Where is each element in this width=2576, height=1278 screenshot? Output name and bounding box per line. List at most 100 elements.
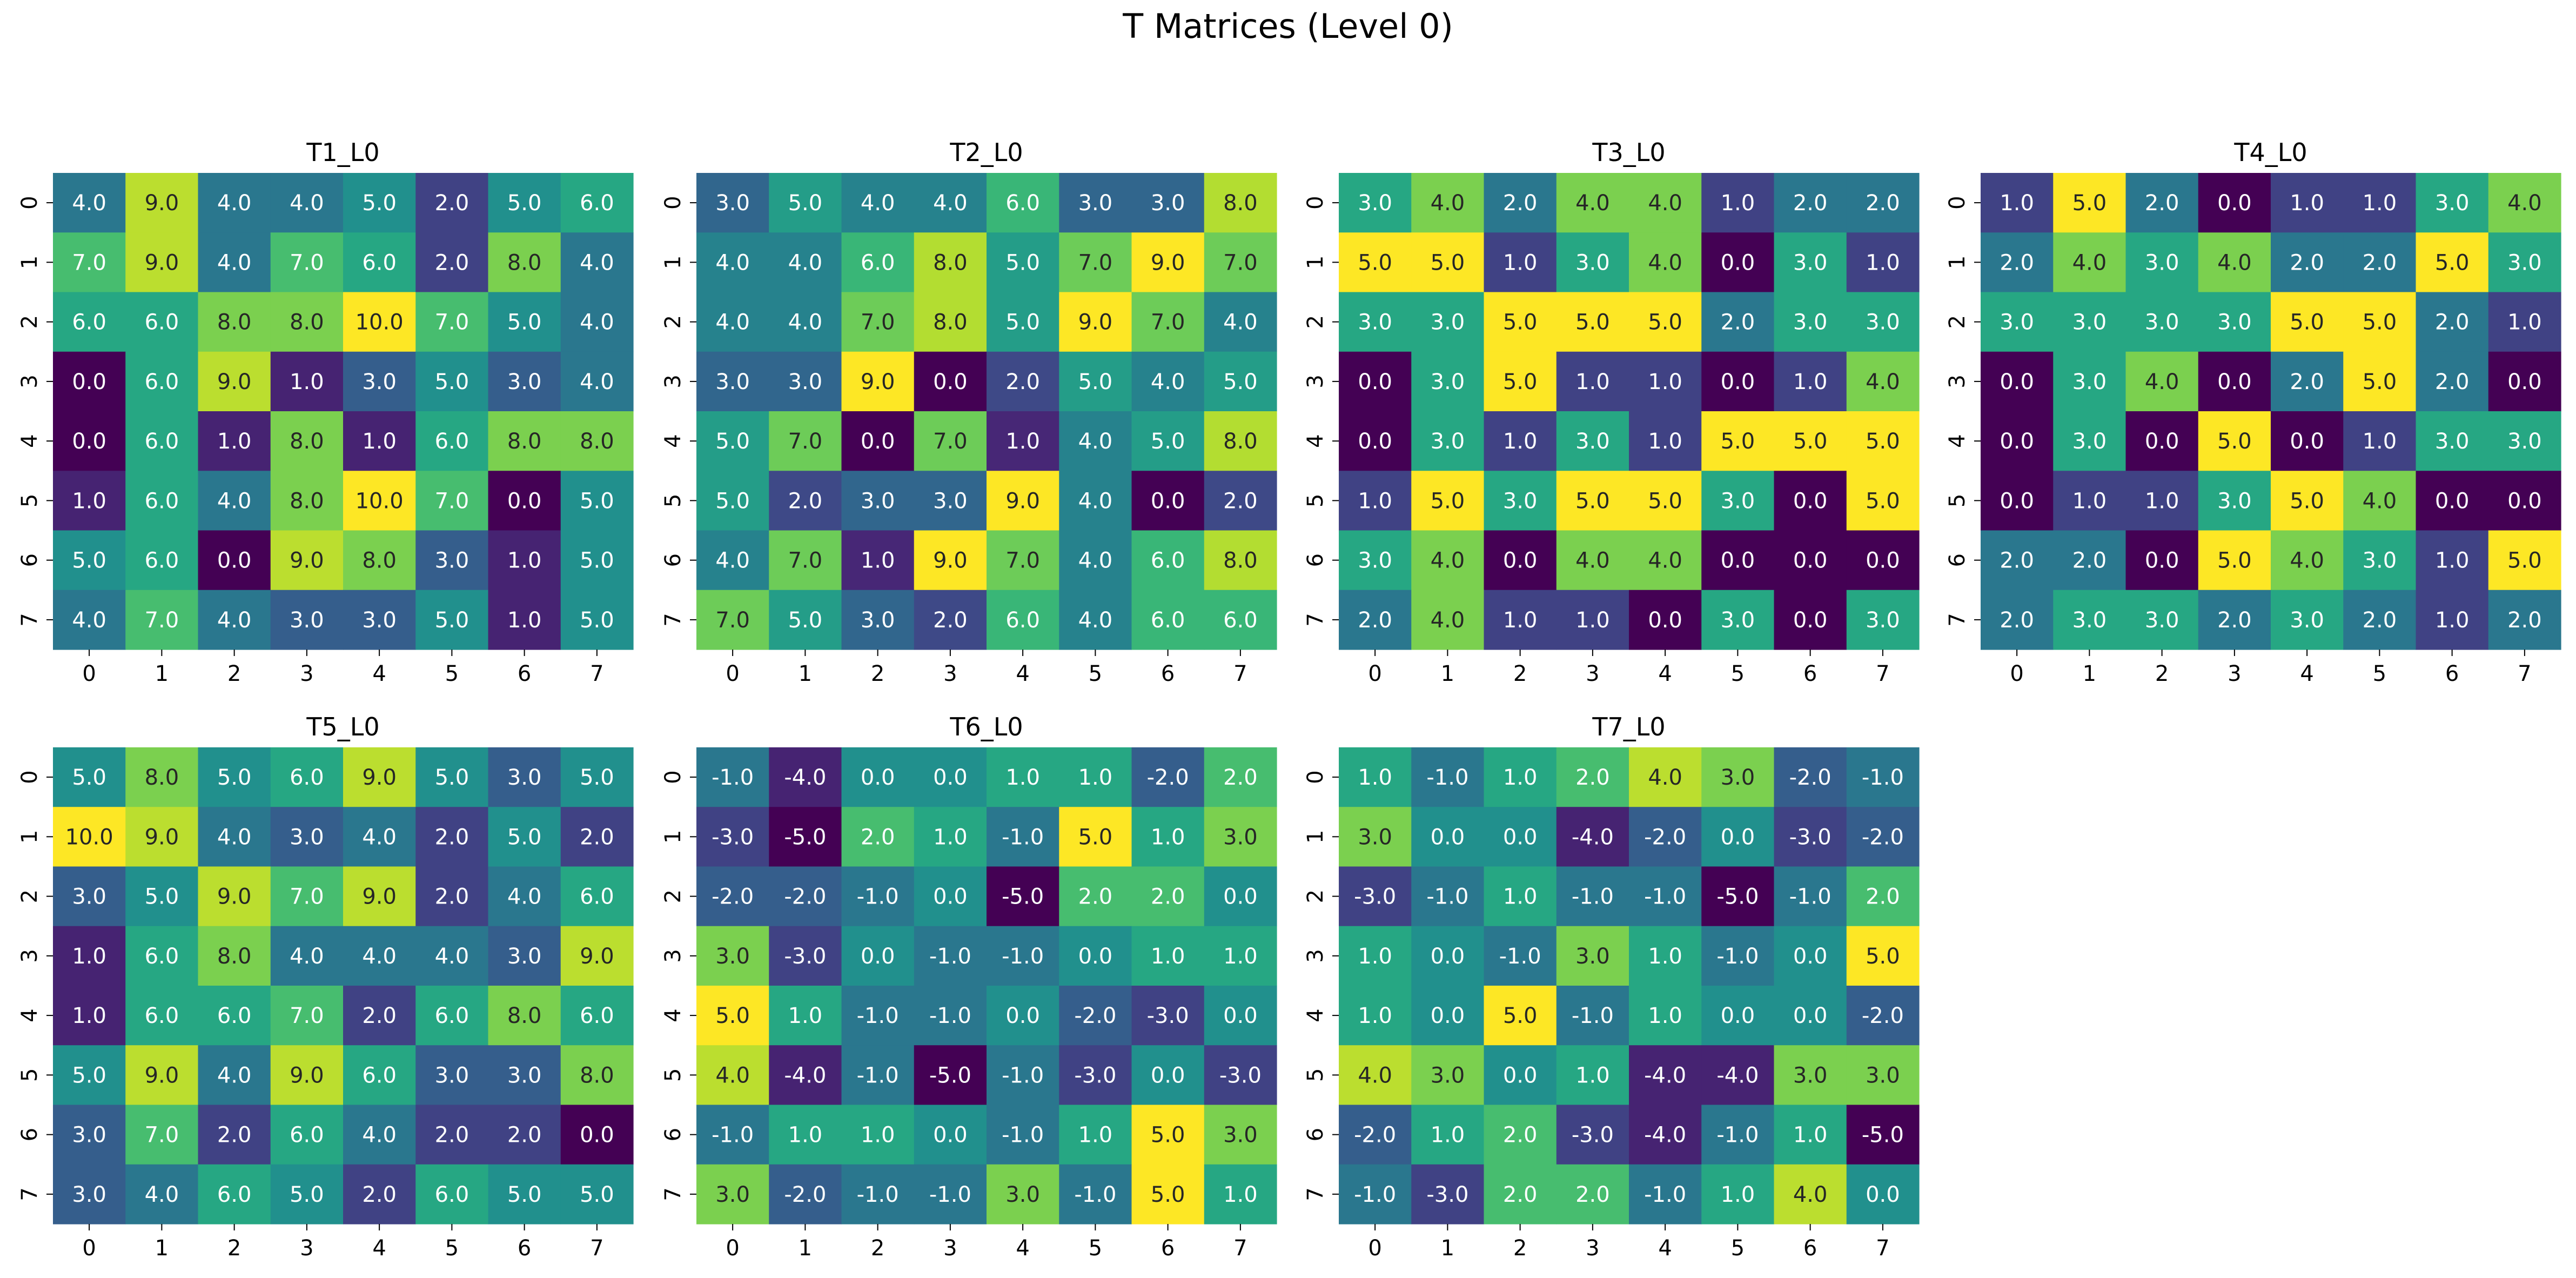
cell-value-label: 6.0 (362, 1063, 397, 1088)
cell-value-label: 0.0 (861, 944, 895, 969)
heatmap-cell (696, 232, 769, 293)
cell-value-label: 1.0 (1503, 429, 1538, 454)
cell-value-label: 1.0 (933, 825, 968, 849)
cell-value-label: 4.0 (1648, 548, 1682, 573)
cell-value-label: 3.0 (1223, 1123, 1258, 1148)
heatmap-cell (415, 173, 489, 233)
x-tick-label: 5 (1731, 661, 1745, 686)
heatmap-cell (125, 866, 199, 927)
heatmap-cell (769, 292, 842, 352)
cell-value-label: 4.0 (2507, 191, 2542, 216)
y-tick-label: 5 (1303, 1068, 1328, 1082)
cell-value-label: 6.0 (435, 429, 469, 454)
cell-value-label: 5.0 (507, 191, 542, 216)
cell-value-label: 3.0 (1721, 765, 1755, 790)
cell-value-label: 1.0 (1648, 429, 1682, 454)
cell-value-label: 4.0 (2363, 489, 2397, 513)
heatmap-cell (987, 807, 1059, 867)
heatmap-cell (1774, 1045, 1847, 1106)
heatmap-cell (769, 866, 842, 927)
heatmap-cell (1484, 590, 1557, 650)
cell-value-label: 1.0 (1005, 429, 1040, 454)
cell-value-label: 3.0 (435, 1063, 469, 1088)
cell-value-label: -1.0 (1862, 765, 1904, 790)
x-tick-label: 7 (1233, 1236, 1247, 1261)
cell-value-label: -3.0 (1147, 1003, 1189, 1028)
heatmap-cell (1204, 1105, 1277, 1165)
cell-value-label: 4.0 (1358, 1063, 1392, 1088)
cell-value-label: 3.0 (1151, 191, 1185, 216)
cell-value-label: -1.0 (1644, 885, 1686, 909)
heatmap-cell (914, 747, 987, 807)
cell-value-label: -2.0 (1789, 765, 1832, 790)
heatmap-cell (1629, 232, 1702, 293)
cell-value-label: -5.0 (929, 1063, 971, 1088)
cell-value-label: 2.0 (2435, 310, 2470, 335)
heatmap-cell (560, 866, 634, 927)
y-tick-label: 1 (1945, 256, 1970, 269)
heatmap-cell (841, 292, 915, 352)
heatmap-cell (769, 807, 842, 867)
cell-value-label: 5.0 (1431, 250, 1465, 275)
cell-value-label: 5.0 (1078, 370, 1113, 394)
cell-value-label: 1.0 (788, 1123, 823, 1148)
heatmap-cell (125, 1164, 199, 1225)
x-tick-label: 1 (1441, 1236, 1454, 1261)
heatmap-cell (914, 986, 987, 1046)
heatmap-cell (914, 866, 987, 927)
heatmap-cell (343, 173, 416, 233)
cell-value-label: 8.0 (217, 310, 252, 335)
cell-value-label: 0.0 (1503, 548, 1538, 573)
heatmap-cell (270, 926, 344, 986)
x-tick-label: 1 (2083, 661, 2096, 686)
x-tick-label: 4 (2300, 661, 2313, 686)
cell-value-label: 7.0 (788, 548, 823, 573)
x-tick-label: 2 (1513, 661, 1527, 686)
cell-value-label: 1.0 (861, 1123, 895, 1148)
heatmap-cell (2488, 590, 2561, 650)
cell-value-label: 4.0 (217, 250, 252, 275)
cell-value-label: 4.0 (1078, 429, 1113, 454)
heatmap-cell (488, 351, 561, 412)
cell-value-label: 4.0 (1648, 191, 1682, 216)
cell-value-label: 4.0 (217, 608, 252, 633)
heatmap-cell (1131, 471, 1205, 531)
heatmap-cell (1339, 807, 1412, 867)
cell-value-label: 0.0 (1793, 944, 1828, 969)
heatmap-cell (125, 351, 199, 412)
cell-value-label: 3.0 (1503, 489, 1538, 513)
cell-value-label: 0.0 (861, 429, 895, 454)
cell-value-label: -5.0 (784, 825, 826, 849)
heatmap-cell (2416, 471, 2489, 531)
heatmap-cell (1701, 986, 1775, 1046)
cell-value-label: -1.0 (1074, 1182, 1116, 1207)
heatmap-cell (1846, 351, 1920, 412)
cell-value-label: -5.0 (1716, 885, 1759, 909)
cell-value-label: 4.0 (435, 944, 469, 969)
heatmap-cell (1204, 866, 1277, 927)
cell-value-label: 10.0 (355, 310, 404, 335)
x-tick-label: 6 (518, 1236, 531, 1261)
heatmap-cell (696, 986, 769, 1046)
heatmap-cell (2053, 530, 2126, 591)
heatmap-cell (1411, 411, 1485, 471)
heatmap-cell (1981, 530, 2054, 591)
heatmap-cell (2271, 590, 2344, 650)
cell-value-label: 2.0 (2290, 370, 2324, 394)
heatmap-cell (1981, 590, 2054, 650)
x-tick-label: 7 (590, 1236, 603, 1261)
cell-value-label: 5.0 (1575, 310, 1610, 335)
cell-value-label: 0.0 (1866, 548, 1900, 573)
cell-value-label: 3.0 (507, 370, 542, 394)
heatmap-cell (560, 1045, 634, 1106)
heatmap-cell (1411, 232, 1485, 293)
cell-value-label: 5.0 (1005, 250, 1040, 275)
cell-value-label: 1.0 (362, 429, 397, 454)
cell-value-label: 0.0 (580, 1123, 614, 1148)
cell-value-label: 2.0 (2363, 608, 2397, 633)
x-tick-label: 4 (1016, 1236, 1029, 1261)
cell-value-label: 5.0 (2363, 310, 2397, 335)
cell-value-label: 0.0 (1431, 944, 1465, 969)
cell-value-label: 7.0 (861, 310, 895, 335)
y-tick-label: 7 (1945, 613, 1970, 626)
